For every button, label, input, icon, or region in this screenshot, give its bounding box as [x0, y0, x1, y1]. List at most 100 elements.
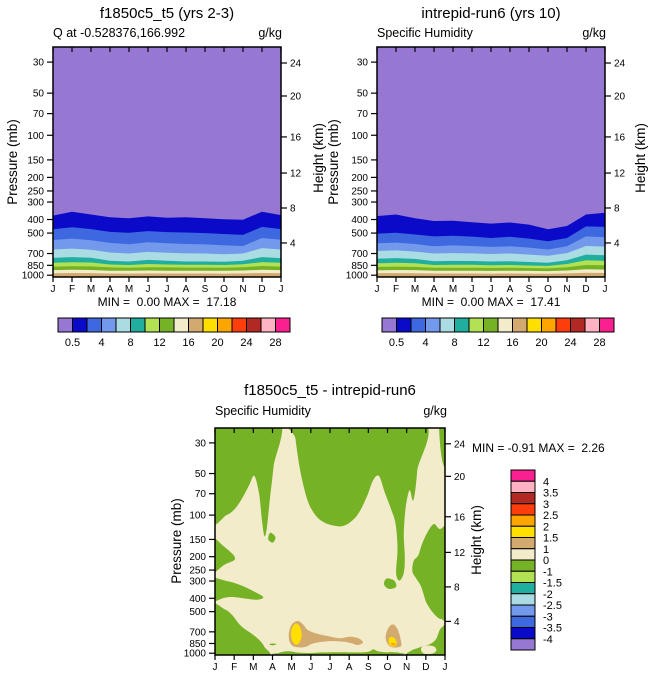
colorbar-label: 8: [451, 337, 457, 349]
contour-bands-A: [53, 47, 281, 277]
diff-region-green: [215, 428, 283, 537]
colorbar-label: 4: [543, 476, 549, 488]
panel3-minmax-text: MIN = -0.91 MAX = 2.26: [472, 441, 605, 455]
height-tick-label: 20: [614, 91, 626, 102]
panel2-subtitle-row: Specific Humidity g/kg: [377, 26, 606, 40]
height-tick-label: 12: [454, 548, 466, 559]
colorbar-horizontal: 0.5 4 8 12 16 20 24 28: [57, 317, 291, 349]
month-tick-label: F: [231, 662, 237, 673]
plot-frame: [214, 427, 446, 656]
month-tick-label: N: [239, 284, 246, 295]
panel2-height-axis-title: Height (km): [633, 123, 648, 193]
panel3-pressure-axis-title: Pressure (mb): [169, 498, 184, 584]
pressure-tick-label: 300: [351, 198, 368, 209]
colorbar-label: 24: [240, 337, 252, 349]
month-tick-label: F: [69, 284, 75, 295]
pressure-tick-label: 850: [189, 639, 206, 650]
pressure-tick-label: 250: [351, 186, 368, 197]
month-tick-label: J: [51, 284, 56, 295]
colorbar-cell: [510, 469, 536, 482]
month-tick-label: S: [526, 284, 533, 295]
colorbar-horizontal: 0.5 4 8 12 16 20 24 28: [381, 317, 615, 349]
colorbar-cell: [130, 317, 146, 333]
colorbar-cell: [115, 317, 131, 333]
colorbar-cell: [510, 548, 536, 561]
height-tick-label: 12: [614, 169, 626, 180]
panel2-variable-label: Specific Humidity: [377, 26, 473, 40]
colorbar-cell: [510, 559, 536, 572]
pressure-tick-label: 100: [189, 511, 206, 522]
colorbar-cell: [425, 317, 441, 333]
month-tick-label: M: [249, 662, 257, 673]
colorbar-cell: [439, 317, 455, 333]
colorbar-label: 24: [564, 337, 576, 349]
band-purple: [377, 47, 605, 230]
pressure-tick-label: 850: [351, 261, 368, 272]
colorbar-label: -1: [543, 566, 553, 578]
colorbar-label: -4: [543, 634, 553, 646]
pressure-tick-label: 70: [357, 109, 369, 120]
panel1-variable-label: Q at -0.528376,166.992: [53, 26, 186, 40]
height-tick-label: 20: [290, 91, 302, 102]
colorbar-label: 0.5: [389, 337, 404, 349]
month-tick-label: J: [375, 284, 380, 295]
colorbar-cell: [510, 537, 536, 550]
colorbar-label: 0.5: [65, 337, 80, 349]
colorbar-cell: [72, 317, 88, 333]
colorbar-cell: [246, 317, 262, 333]
pressure-tick-label: 400: [189, 594, 206, 605]
month-tick-label: O: [384, 662, 392, 673]
colorbar-label: 2: [543, 521, 549, 533]
month-tick-label: D: [422, 662, 429, 673]
month-tick-label: J: [489, 284, 494, 295]
colorbar-label: 3.5: [543, 488, 558, 500]
colorbar-cell: [510, 615, 536, 628]
colorbar-cell: [454, 317, 470, 333]
colorbar-label: 16: [182, 337, 194, 349]
colorbar-label: 0: [543, 555, 549, 567]
month-tick-label: J: [165, 284, 170, 295]
colorbar-cell: [510, 570, 536, 583]
diff-region-tan: [288, 621, 364, 648]
month-tick-label: J: [279, 284, 284, 295]
panel1-minmax-text: MIN = 0.00 MAX = 17.18: [97, 295, 237, 309]
height-tick-label: 4: [290, 238, 296, 249]
colorbar-cell: [510, 514, 536, 527]
month-tick-label: M: [287, 662, 295, 673]
diff-region-green: [215, 603, 271, 655]
band-purple: [53, 47, 281, 220]
month-tick-label: A: [346, 662, 353, 673]
month-tick-label: J: [213, 662, 218, 673]
height-tick-label: 24: [614, 59, 626, 70]
axes-C: J F M A M J J A S O N D J305070100150200250300400500…: [184, 427, 466, 673]
contour-bands-B: [377, 47, 605, 277]
month-tick-label: J: [443, 662, 448, 673]
panel2-title: intrepid-run6 (yrs 10): [421, 5, 561, 22]
pressure-tick-label: 250: [189, 566, 206, 577]
axes-B: J F M A M J J A S O N D J305070100150200250300400500…: [346, 46, 626, 295]
diff-region-green: [215, 538, 236, 573]
month-tick-label: J: [470, 284, 475, 295]
month-tick-label: A: [507, 284, 514, 295]
colorbar-cell: [410, 317, 426, 333]
panel2-minmax-text: MIN = 0.00 MAX = 17.41: [421, 295, 561, 309]
panel3-height-axis-title: Height (km): [469, 505, 484, 575]
colorbar-label: 4: [422, 337, 428, 349]
colorbar-cell: [260, 317, 276, 333]
colorbar-cell: [497, 317, 513, 333]
colorbar-cell: [275, 317, 291, 333]
colorbar-cell: [202, 317, 218, 333]
month-tick-label: A: [183, 284, 190, 295]
colorbar-cell: [510, 525, 536, 538]
diff-region-green: [288, 428, 429, 581]
diff-region-orange: [390, 642, 396, 646]
colorbar-cell: [541, 317, 557, 333]
pressure-tick-label: 150: [27, 155, 44, 166]
colorbar-cell: [510, 492, 536, 505]
month-tick-label: N: [563, 284, 570, 295]
colorbar-cell: [555, 317, 571, 333]
pressure-tick-label: 1000: [346, 271, 369, 282]
diff-region-green: [383, 578, 397, 589]
pressure-tick-label: 70: [195, 489, 207, 500]
